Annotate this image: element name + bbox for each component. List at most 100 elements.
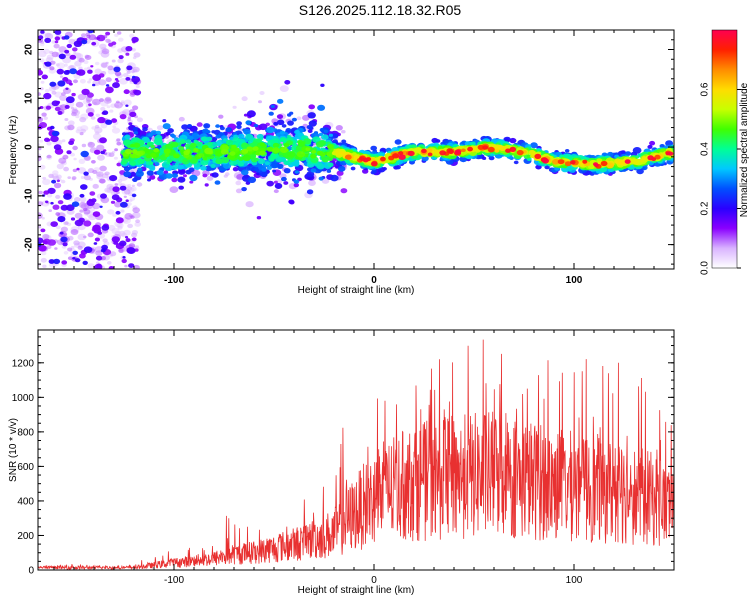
heatmap-cell xyxy=(241,96,248,102)
heatmap-cell xyxy=(42,264,47,268)
heatmap-cell xyxy=(647,155,654,161)
heatmap-cell xyxy=(132,177,138,182)
heatmap-cell xyxy=(268,111,274,116)
heatmap-cell xyxy=(124,189,131,195)
heatmap-cell xyxy=(335,125,343,131)
heatmap-cell xyxy=(108,266,115,269)
heatmap-cell xyxy=(328,133,333,137)
heatmap-cell xyxy=(75,129,82,134)
heatmap-cell xyxy=(183,174,187,178)
heatmap-cell xyxy=(54,36,61,41)
heatmap-cell xyxy=(116,80,120,83)
heatmap-cell xyxy=(167,158,173,163)
heatmap-cell xyxy=(394,139,402,145)
heatmap-cell xyxy=(169,186,179,194)
y-tick-label: 1000 xyxy=(12,393,35,404)
heatmap-cell xyxy=(76,69,86,76)
heatmap-cell xyxy=(196,122,203,127)
heatmap-cell xyxy=(99,205,103,208)
heatmap-cell xyxy=(380,156,386,161)
heatmap-cell xyxy=(126,247,136,255)
heatmap-cell xyxy=(245,120,252,125)
heatmap-cell xyxy=(57,80,66,87)
heatmap-cell xyxy=(215,158,224,165)
heatmap-cell xyxy=(99,137,107,144)
heatmap-cell xyxy=(111,127,121,134)
heatmap-cell xyxy=(51,179,57,184)
heatmap-cell xyxy=(79,132,84,136)
heatmap-cell xyxy=(50,201,54,205)
heatmap-cell xyxy=(225,139,234,146)
heatmap-cell xyxy=(42,233,50,240)
heatmap-cell xyxy=(44,137,50,142)
heatmap-cell xyxy=(72,257,76,260)
heatmap-cell xyxy=(177,169,186,175)
heatmap-cell xyxy=(163,148,171,155)
heatmap-cell xyxy=(131,193,137,198)
heatmap-cell xyxy=(243,113,248,117)
snr-x-axis-label: Height of straight line (km) xyxy=(298,585,415,596)
heatmap-cell xyxy=(207,141,213,146)
heatmap-cell xyxy=(283,181,289,185)
heatmap-cell xyxy=(109,251,117,257)
heatmap-cell xyxy=(100,248,106,253)
heatmap-cell xyxy=(407,150,415,157)
heatmap-cell xyxy=(289,111,294,115)
heatmap-cell xyxy=(668,151,674,156)
snr-line xyxy=(38,339,674,570)
heatmap-cell xyxy=(114,148,118,152)
heatmap-cell xyxy=(95,250,103,256)
heatmap-cell xyxy=(77,233,87,241)
heatmap-cell xyxy=(279,137,287,142)
heatmap-cell xyxy=(40,30,45,34)
heatmap-cell xyxy=(461,148,466,153)
heatmap-cell xyxy=(54,40,59,44)
heatmap-cell xyxy=(104,96,112,102)
heatmap-cell xyxy=(191,169,201,177)
colorbar-tick-label: 0.4 xyxy=(700,142,711,156)
heatmap-cell xyxy=(91,98,101,106)
heatmap-cell xyxy=(74,258,81,263)
heatmap-cell xyxy=(121,258,127,264)
heatmap-cell xyxy=(154,162,160,166)
heatmap-cell xyxy=(114,101,123,109)
heatmap-cell xyxy=(91,198,97,203)
heatmap-cell xyxy=(570,160,576,165)
heatmap-cell xyxy=(204,183,209,187)
heatmap-cell xyxy=(40,251,47,256)
heatmap-cell xyxy=(252,146,259,151)
heatmap-cell xyxy=(516,149,524,156)
heatmap-cell xyxy=(51,100,60,107)
heatmap-cell xyxy=(107,261,112,265)
heatmap-cell xyxy=(38,201,44,206)
y-tick-label: -20 xyxy=(24,237,35,252)
heatmap-cell xyxy=(112,82,120,89)
heatmap-cell xyxy=(45,200,49,204)
heatmap-cell xyxy=(131,237,137,242)
heatmap-cell xyxy=(133,264,140,269)
x-tick-label: -100 xyxy=(164,275,184,286)
heatmap-cell xyxy=(509,137,517,144)
heatmap-cell xyxy=(493,144,502,151)
heatmap-cell xyxy=(51,130,59,137)
heatmap-cell xyxy=(197,146,202,150)
heatmap-cell xyxy=(69,82,73,86)
heatmap-cell xyxy=(133,52,141,58)
heatmap-cell xyxy=(92,74,102,81)
heatmap-cell xyxy=(118,248,124,253)
heatmap-cell xyxy=(133,81,138,85)
heatmap-cell xyxy=(398,151,404,156)
heatmap-cell xyxy=(336,170,344,176)
heatmap-cell xyxy=(39,106,44,109)
heatmap-cell xyxy=(116,138,121,142)
heatmap-cell xyxy=(62,77,69,82)
heatmap-cell xyxy=(482,145,489,150)
heatmap-cell xyxy=(370,145,378,151)
heatmap-cell xyxy=(68,140,74,145)
colorbar-gradient xyxy=(712,30,737,268)
heatmap-cell xyxy=(123,99,132,106)
heatmap-cell xyxy=(66,150,72,155)
heatmap-cell xyxy=(335,165,340,169)
heatmap-cell xyxy=(115,217,124,224)
